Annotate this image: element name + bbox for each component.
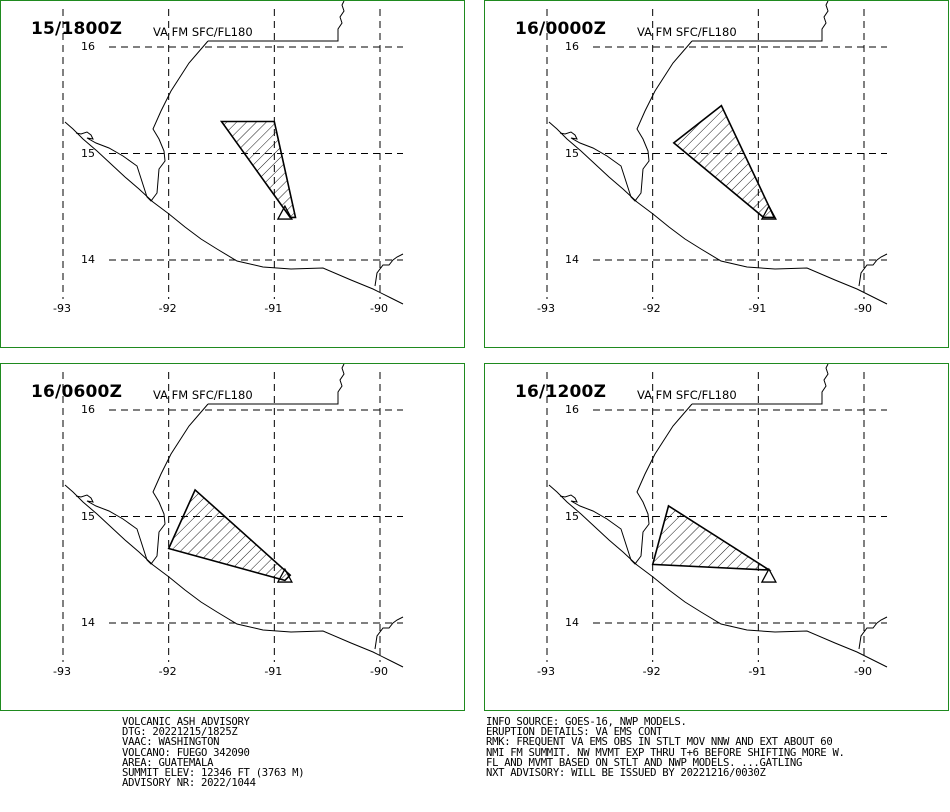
advisory-line: FL AND MVMT BASED ON STLT AND NWP MODELS… — [486, 756, 803, 769]
forecast-panel-2: 16/0000Z VA FM SFC/FL180 16 15 14 -93 -92 -91 -9… — [484, 0, 949, 348]
border-line — [858, 616, 888, 650]
latitude-label: 16 — [565, 403, 579, 416]
advisory-line: SUMMIT ELEV: 12346 FT (3763 M) — [122, 766, 305, 779]
panel-time-label: 15/1800Z — [31, 19, 123, 39]
panel-time-label: 16/0600Z — [31, 382, 123, 402]
border-line — [75, 403, 209, 565]
ash-cloud-polygon — [219, 120, 297, 219]
longitude-label: -90 — [370, 302, 388, 315]
panel-time-label: 16/0000Z — [515, 19, 607, 39]
longitude-label: -93 — [537, 302, 555, 315]
latitude-label: 15 — [81, 509, 95, 523]
advisory-remarks-block: INFO SOURCE: GOES-16, NWP MODELS. ERUPTIO… — [486, 716, 845, 779]
advisory-line: RMK: FREQUENT VA EMS OBS IN STLT MOV NNW… — [486, 736, 833, 749]
longitude-label: -93 — [537, 665, 555, 678]
latitude-label: 15 — [565, 509, 579, 523]
border-line — [208, 364, 345, 405]
volcano-icon — [276, 204, 293, 220]
flight-level-label: VA FM SFC/FL180 — [153, 388, 253, 402]
border-line — [559, 40, 693, 202]
advisory-line: INFO SOURCE: GOES-16, NWP MODELS. — [486, 716, 687, 728]
latitude-label: 14 — [565, 616, 579, 629]
border-line — [692, 1, 829, 42]
forecast-panel-4: 16/1200Z VA FM SFC/FL180 16 15 14 -93 -92 -91 -9… — [484, 363, 949, 711]
forecast-panel-3: 16/0600Z VA FM SFC/FL180 16 15 14 -93 -92 -91 -9… — [0, 363, 465, 711]
map-canvas — [62, 364, 404, 668]
longitude-label: -91 — [264, 302, 283, 315]
forecast-panel-1: 15/1800Z VA FM SFC/FL180 16 15 14 -93 -92 -91 -9… — [0, 0, 465, 348]
longitude-label: -91 — [748, 302, 767, 315]
longitude-label: -90 — [370, 665, 388, 678]
latitude-label: 14 — [81, 616, 95, 629]
coastline — [64, 121, 404, 305]
panel-time-label: 16/1200Z — [515, 382, 607, 402]
coastline — [64, 484, 404, 668]
border-line — [208, 1, 345, 42]
flight-level-label: VA FM SFC/FL180 — [637, 25, 737, 39]
advisory-line: ERUPTION DETAILS: VA EMS CONT — [486, 726, 663, 739]
advisory-line: VOLCANO: FUEGO 342090 — [122, 746, 250, 759]
advisory-line: NXT ADVISORY: WILL BE ISSUED BY 20221216… — [486, 766, 766, 779]
border-line — [559, 403, 693, 565]
longitude-label: -92 — [642, 302, 661, 315]
map-canvas — [546, 1, 888, 305]
border-line — [692, 364, 829, 405]
volcano-icon — [276, 567, 293, 583]
ash-cloud-polygon — [672, 104, 776, 219]
advisory-header-block: VOLCANIC ASH ADVISORY DTG: 20221215/1825Z… — [122, 716, 305, 790]
ash-cloud-polygon — [167, 488, 292, 582]
latitude-label: 16 — [81, 403, 95, 416]
longitude-label: -93 — [53, 302, 71, 315]
advisory-line: VAAC: WASHINGTON — [122, 736, 220, 749]
advisory-line: VOLCANIC ASH ADVISORY — [122, 716, 250, 728]
volcano-icon — [760, 204, 777, 220]
flight-level-label: VA FM SFC/FL180 — [637, 388, 737, 402]
longitude-label: -92 — [158, 665, 177, 678]
coastline — [548, 484, 888, 668]
longitude-label: -93 — [53, 665, 71, 678]
latitude-label: 15 — [565, 146, 579, 160]
coastline — [548, 121, 888, 305]
longitude-label: -92 — [642, 665, 661, 678]
advisory-line: DTG: 20221215/1825Z — [122, 726, 238, 739]
longitude-label: -91 — [748, 665, 767, 678]
longitude-label: -90 — [854, 665, 872, 678]
map-canvas — [546, 364, 888, 668]
latitude-label: 16 — [565, 40, 579, 53]
flight-level-label: VA FM SFC/FL180 — [153, 25, 253, 39]
volcano-icon — [760, 567, 777, 583]
border-line — [374, 253, 404, 287]
latitude-label: 15 — [81, 146, 95, 160]
longitude-label: -91 — [264, 665, 283, 678]
border-line — [75, 40, 209, 202]
longitude-label: -90 — [854, 302, 872, 315]
latitude-label: 14 — [81, 253, 95, 266]
latitude-label: 14 — [565, 253, 579, 266]
advisory-line: NMI FM SUMMIT. NW MVMT EXP THRU T+6 BEFO… — [486, 746, 845, 759]
border-line — [858, 253, 888, 287]
ash-cloud-polygon — [651, 504, 772, 571]
map-canvas — [62, 1, 404, 305]
advisory-line: AREA: GUATEMALA — [122, 756, 214, 769]
latitude-label: 16 — [81, 40, 95, 53]
border-line — [374, 616, 404, 650]
advisory-line: ADVISORY NR: 2022/1044 — [122, 777, 256, 790]
longitude-label: -92 — [158, 302, 177, 315]
